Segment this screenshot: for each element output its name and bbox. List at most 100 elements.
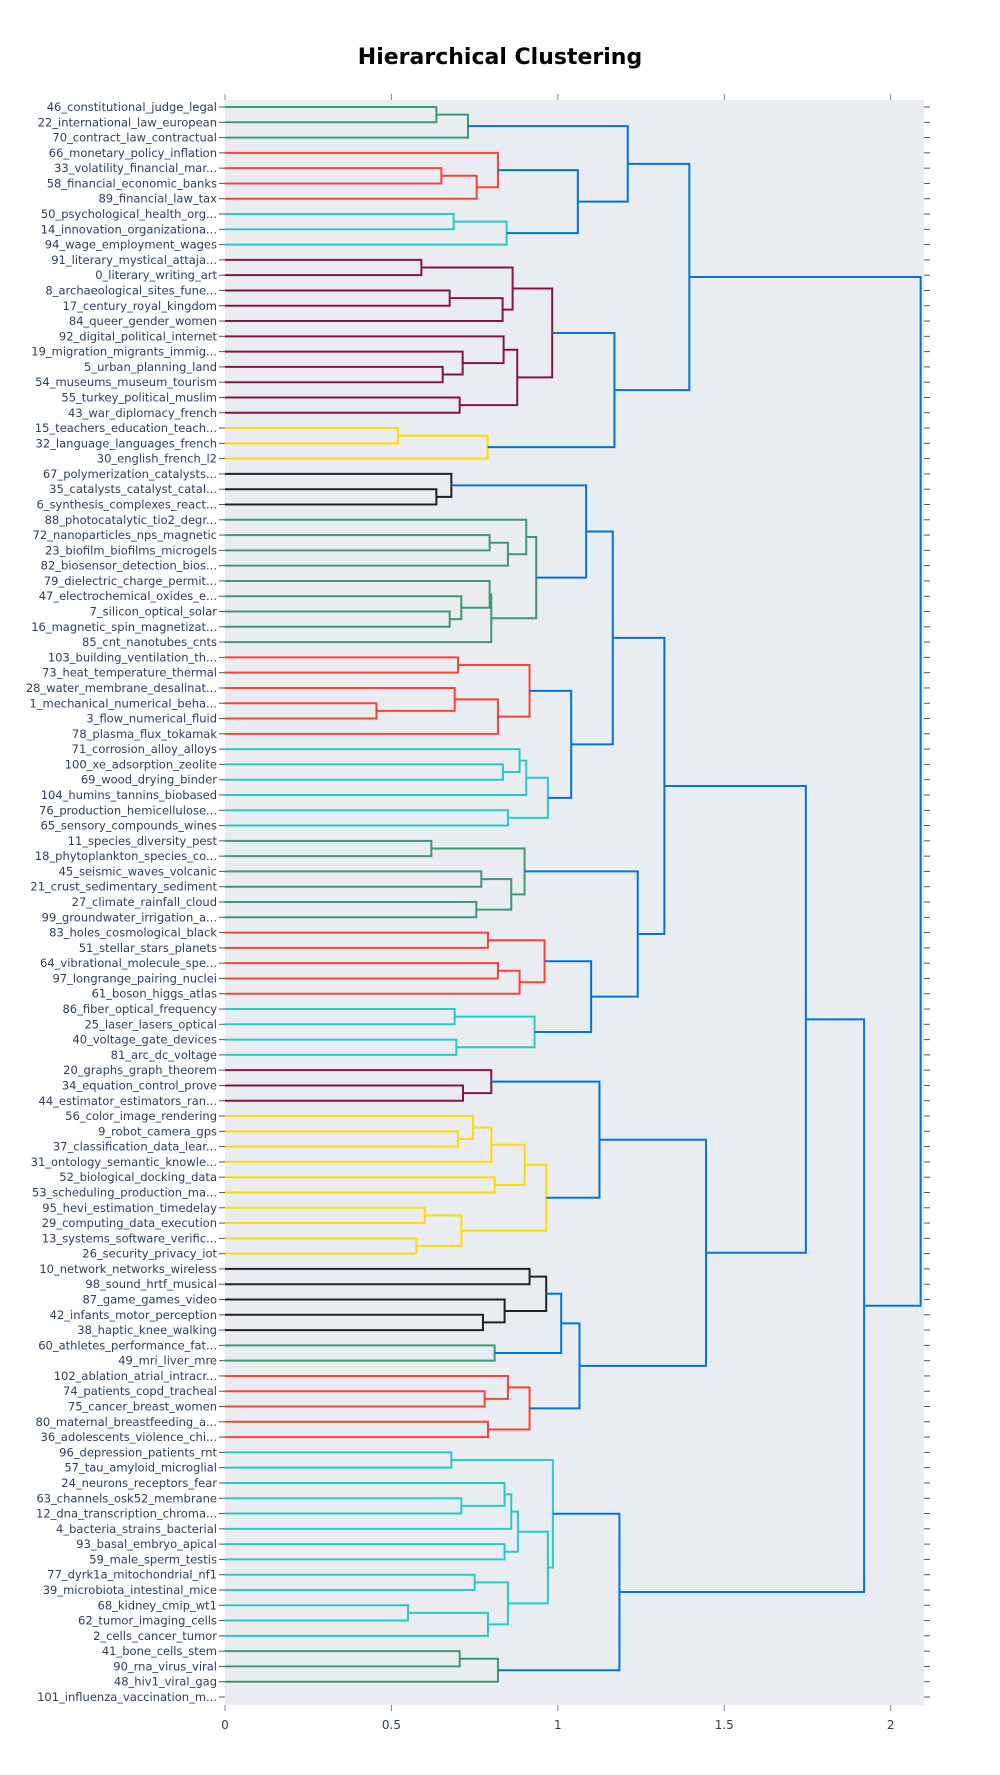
dendrogram-link bbox=[507, 776, 549, 819]
leaf-label: 19_migration_migrants_immig... bbox=[31, 345, 217, 359]
dendrogram-link bbox=[225, 534, 491, 552]
dendrogram-link bbox=[504, 1510, 519, 1553]
leaf-label: 22_international_law_european bbox=[38, 115, 217, 129]
leaf-label: 75_cancer_breast_women bbox=[68, 1400, 217, 1414]
leaf-label: 29_computing_data_execution bbox=[42, 1216, 217, 1230]
dendrogram-link bbox=[225, 901, 478, 919]
leaf-label: 64_vibrational_molecule_spe... bbox=[40, 956, 217, 970]
leaf-label: 33_volatility_financial_mar... bbox=[54, 161, 217, 175]
leaf-label: 103_building_ventilation_th... bbox=[48, 650, 217, 664]
leaf-label: 66_monetary_policy_inflation bbox=[49, 146, 217, 160]
x-tick-label: 0 bbox=[221, 1718, 229, 1732]
leaf-label: 73_heat_temperature_thermal bbox=[42, 666, 217, 680]
leaf-label: 11_species_diversity_pest bbox=[68, 834, 218, 848]
leaf-label: 32_language_languages_french bbox=[36, 436, 217, 450]
leaf-label: 60_athletes_performance_fat... bbox=[38, 1338, 217, 1352]
leaf-label: 24_neurons_receptors_fear bbox=[61, 1476, 217, 1490]
leaf-label: 56_color_image_rendering bbox=[65, 1109, 217, 1123]
leaf-label: 72_nanoparticles_nps_magnetic bbox=[33, 528, 217, 542]
leaf-label: 42_infants_motor_perception bbox=[50, 1308, 217, 1322]
leaf-label: 7_silicon_optical_solar bbox=[90, 605, 218, 619]
dendrogram-link bbox=[454, 1015, 536, 1049]
leaf-label: 102_ablation_atrial_intracr... bbox=[54, 1369, 217, 1383]
leaf-label: 43_war_diplomacy_french bbox=[68, 406, 217, 420]
leaf-label: 67_polymerization_catalysts... bbox=[43, 467, 217, 481]
x-tick-label: 0.5 bbox=[382, 1718, 401, 1732]
x-tick-label: 1 bbox=[554, 1718, 562, 1732]
leaf-label: 101_influenza_vaccination_m... bbox=[37, 1690, 217, 1704]
chart-title: Hierarchical Clustering bbox=[358, 45, 642, 70]
dendrogram-link bbox=[225, 579, 491, 609]
leaf-label: 6_synthesis_complexes_react... bbox=[36, 498, 217, 512]
dendrogram-link bbox=[225, 1344, 496, 1362]
leaf-label: 84_queer_gender_women bbox=[69, 314, 217, 328]
leaf-label: 46_constitutional_judge_legal bbox=[47, 100, 217, 114]
dendrogram-link bbox=[529, 689, 573, 799]
leaf-label: 82_biosensor_detection_bios... bbox=[41, 559, 217, 573]
leaf-label: 1_mechanical_numerical_beha... bbox=[29, 696, 217, 710]
leaf-label: 83_holes_cosmological_black bbox=[49, 926, 217, 940]
dendrogram-link bbox=[491, 1080, 601, 1199]
leaf-label: 30_english_french_l2 bbox=[97, 452, 217, 466]
leaf-label: 94_wage_employment_wages bbox=[45, 238, 217, 252]
dendrogram-link bbox=[225, 1267, 531, 1286]
leaf-label: 81_arc_dc_voltage bbox=[111, 1048, 217, 1062]
leaf-label: 10_network_networks_wireless bbox=[39, 1262, 217, 1276]
leaf-label: 61_boson_higgs_atlas bbox=[92, 987, 217, 1001]
dendrogram-link bbox=[689, 275, 922, 1307]
leaf-label: 95_hevi_estimation_timedelay bbox=[42, 1201, 217, 1215]
dendrogram-link bbox=[225, 1611, 489, 1637]
leaf-label: 8_archaeological_sites_fune... bbox=[45, 283, 217, 297]
leaf-label: 12_dna_transcription_chroma... bbox=[36, 1507, 217, 1521]
leaf-label: 76_production_hemicellulose... bbox=[39, 803, 217, 817]
leaf-label: 53_scheduling_production_ma... bbox=[32, 1185, 217, 1199]
leaf-label: 4_bacteria_strains_bacterial bbox=[56, 1522, 217, 1536]
leaf-label: 51_stellar_stars_planets bbox=[79, 941, 217, 955]
leaf-label: 55_turkey_political_muslim bbox=[61, 390, 217, 404]
dendrogram-link bbox=[451, 1459, 554, 1569]
leaf-label: 59_male_sperm_testis bbox=[89, 1552, 217, 1566]
leaf-label: 58_financial_economic_banks bbox=[47, 176, 217, 190]
leaf-label: 87_game_games_video bbox=[82, 1293, 217, 1307]
leaf-label: 62_tumor_imaging_cells bbox=[78, 1614, 217, 1628]
dendrogram-link bbox=[225, 335, 505, 365]
leaf-label: 86_fiber_optical_frequency bbox=[62, 1002, 217, 1016]
leaf-label: 26_security_privacy_iot bbox=[82, 1247, 217, 1261]
leaf-label: 74_patients_copd_tracheal bbox=[63, 1384, 217, 1398]
leaf-label: 16_magnetic_spin_magnetizat... bbox=[31, 620, 217, 634]
dendrogram-link bbox=[225, 434, 489, 460]
leaf-label: 25_laser_lasers_optical bbox=[84, 1017, 217, 1031]
leaf-label: 99_groundwater_irrigation_a... bbox=[42, 910, 217, 924]
leaf-label: 44_estimator_estimators_ran... bbox=[39, 1094, 218, 1108]
leaf-label: 9_robot_camera_gps bbox=[98, 1124, 217, 1138]
dendrogram-link bbox=[612, 636, 666, 936]
leaf-label: 0_literary_writing_art bbox=[95, 268, 217, 282]
leaf-label: 63_channels_osk52_membrane bbox=[36, 1491, 217, 1505]
leaf-label: 70_contract_law_contractual bbox=[52, 131, 217, 145]
leaf-label: 50_psychological_health_org... bbox=[41, 207, 217, 221]
leaf-label: 45_seismic_waves_volcanic bbox=[59, 864, 217, 878]
leaf-label: 79_dielectric_charge_permit... bbox=[44, 574, 217, 588]
leaf-labels: 46_constitutional_judge_legal22_internat… bbox=[26, 100, 930, 1704]
dendrogram-link bbox=[225, 1604, 410, 1622]
dendrogram-link bbox=[461, 1163, 548, 1232]
dendrogram-link bbox=[225, 686, 456, 712]
leaf-label: 36_adolescents_violence_chi... bbox=[41, 1430, 217, 1444]
leaf-label: 34_equation_control_prove bbox=[62, 1078, 217, 1092]
leaf-label: 28_water_membrane_desalinat... bbox=[26, 681, 217, 695]
leaf-label: 38_haptic_knee_walking bbox=[77, 1323, 217, 1337]
leaf-label: 3_flow_numerical_fluid bbox=[86, 712, 217, 726]
leaf-label: 100_xe_adsorption_zeolite bbox=[65, 757, 217, 771]
leaf-label: 40_voltage_gate_devices bbox=[72, 1033, 217, 1047]
dendrogram-link bbox=[225, 106, 438, 124]
dendrogram-link bbox=[225, 931, 489, 949]
leaf-label: 104_humins_tannins_biobased bbox=[41, 788, 217, 802]
leaf-label: 39_microbiota_intestinal_mice bbox=[43, 1583, 217, 1597]
leaf-label: 5_urban_planning_land bbox=[84, 360, 217, 374]
leaf-label: 97_longrange_pairing_nuclei bbox=[52, 971, 217, 985]
leaf-label: 37_classification_data_lear... bbox=[53, 1140, 217, 1154]
leaf-label: 89_financial_law_tax bbox=[98, 192, 217, 206]
leaf-label: 93_basal_embryo_apical bbox=[76, 1537, 217, 1551]
dendrogram-link bbox=[225, 1008, 456, 1026]
